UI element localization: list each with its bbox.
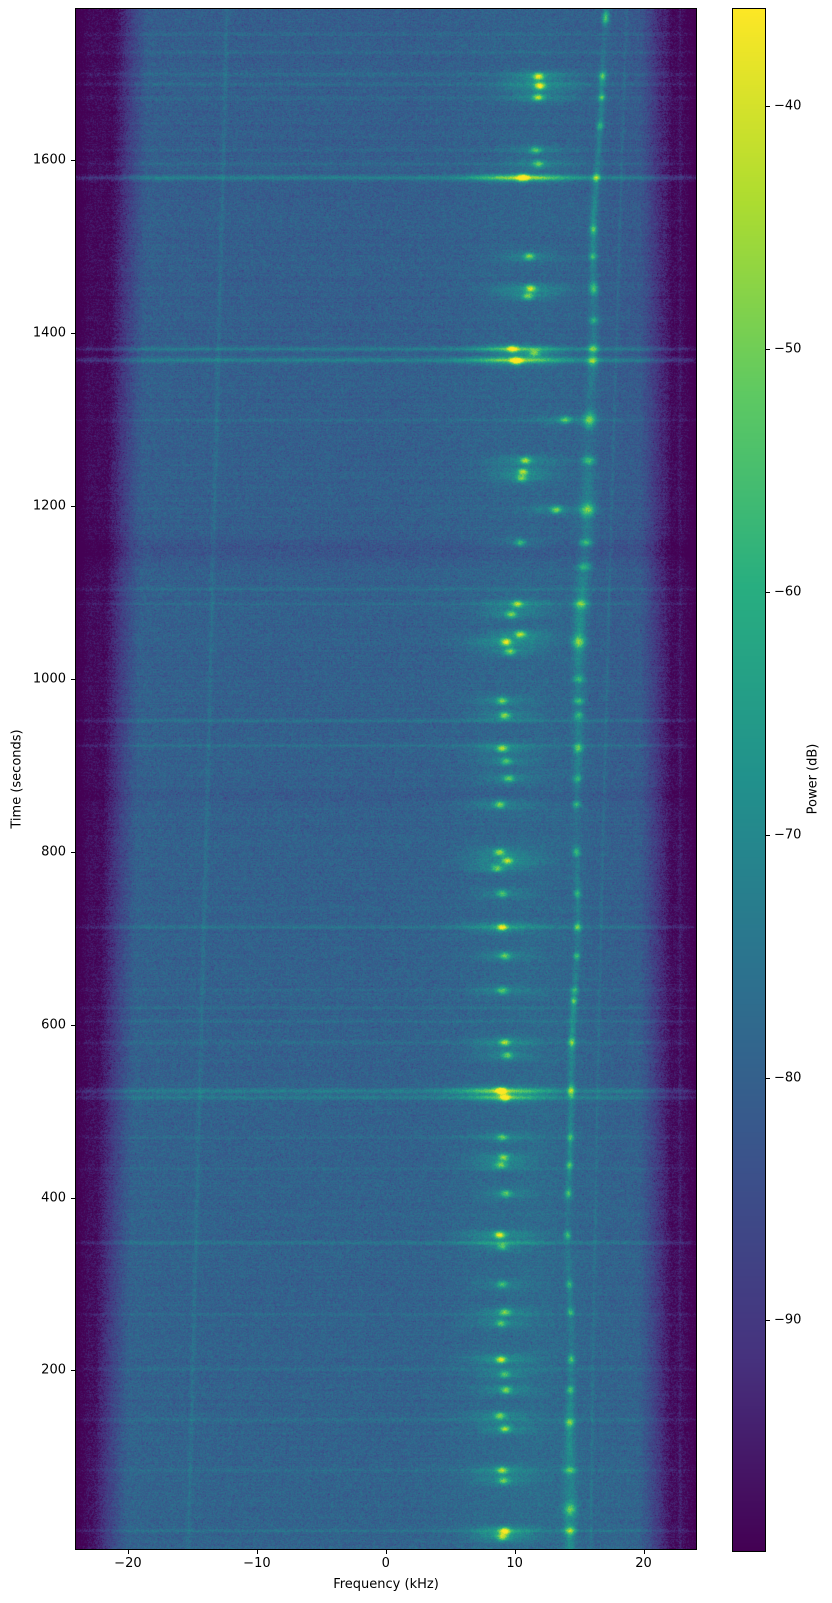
colorbar-tick-mark bbox=[766, 591, 770, 593]
x-tick-mark bbox=[514, 1550, 516, 1554]
colorbar-tick-label: −90 bbox=[774, 1312, 802, 1328]
colorbar-tick-mark bbox=[766, 834, 770, 836]
y-tick-label: 1200 bbox=[32, 498, 66, 514]
colorbar-label: Power (dB) bbox=[805, 743, 821, 815]
y-tick-label: 1400 bbox=[32, 325, 66, 341]
x-tick-label: −20 bbox=[114, 1556, 142, 1571]
y-tick-label: 400 bbox=[41, 1190, 66, 1205]
colorbar-tick-mark bbox=[766, 349, 770, 350]
y-tick-mark bbox=[71, 851, 75, 853]
spectrogram-plot bbox=[75, 8, 697, 1550]
x-tick-mark bbox=[256, 1550, 258, 1554]
x-tick-label: 20 bbox=[635, 1556, 652, 1571]
x-tick-mark bbox=[385, 1550, 387, 1554]
y-axis-label: Time (seconds) bbox=[9, 729, 25, 829]
x-tick-mark bbox=[643, 1550, 645, 1554]
colorbar-tick-label: −70 bbox=[774, 827, 802, 843]
y-tick-mark bbox=[71, 505, 75, 507]
x-tick-label: 10 bbox=[506, 1556, 523, 1571]
colorbar-tick-mark bbox=[766, 106, 770, 108]
colorbar-tick-label: −50 bbox=[774, 341, 802, 357]
y-tick-mark bbox=[71, 1370, 75, 1372]
colorbar-tick-label: −80 bbox=[774, 1070, 802, 1085]
y-tick-label: 1000 bbox=[32, 671, 66, 687]
colorbar-tick-mark bbox=[766, 1320, 770, 1322]
colorbar-tick-mark bbox=[766, 1077, 770, 1079]
x-tick-mark bbox=[127, 1550, 129, 1554]
colorbar-tick-label: −40 bbox=[774, 98, 802, 114]
spectrogram-canvas bbox=[76, 9, 696, 1549]
colorbar-canvas bbox=[733, 9, 765, 1551]
x-tick-label: 0 bbox=[381, 1556, 390, 1571]
y-tick-label: 800 bbox=[41, 844, 66, 860]
y-tick-mark bbox=[71, 160, 75, 161]
y-tick-label: 1600 bbox=[32, 152, 66, 168]
colorbar bbox=[732, 8, 766, 1552]
x-axis-label: Frequency (kHz) bbox=[333, 1577, 439, 1592]
colorbar-tick-label: −60 bbox=[774, 584, 802, 600]
y-tick-label: 200 bbox=[41, 1362, 66, 1378]
y-tick-label: 600 bbox=[41, 1017, 66, 1033]
y-tick-mark bbox=[71, 1197, 75, 1199]
x-tick-label: −10 bbox=[243, 1556, 271, 1571]
y-tick-mark bbox=[71, 1024, 75, 1026]
y-tick-mark bbox=[71, 332, 75, 334]
y-tick-mark bbox=[71, 678, 75, 680]
